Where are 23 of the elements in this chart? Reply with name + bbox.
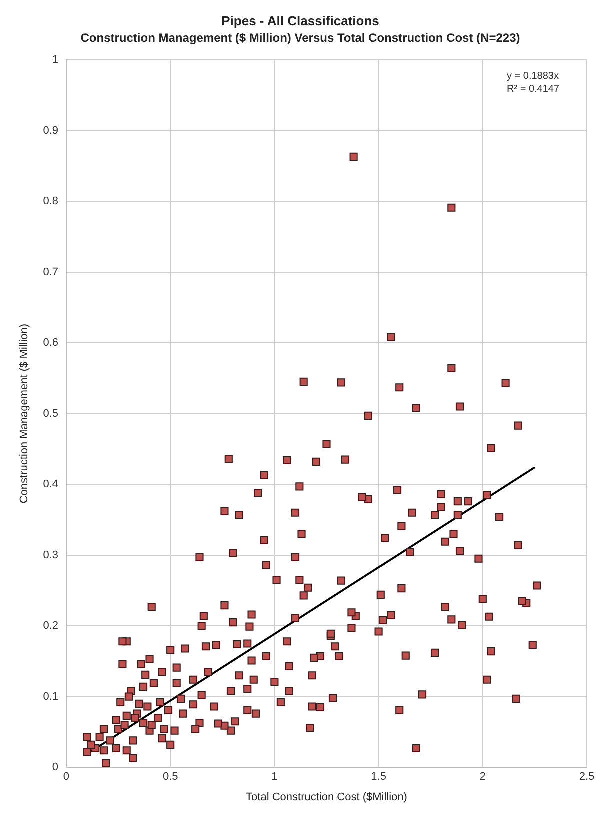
annotation: y = 0.1883x	[507, 70, 559, 82]
y-tick-label: 0.1	[43, 690, 58, 703]
y-tick-label: 0.6	[43, 337, 58, 350]
y-tick-label: 0.2	[43, 620, 58, 632]
y-axis-title: Construction Management ($ Million)	[18, 324, 31, 504]
y-tick-label: 0	[52, 762, 58, 774]
x-tick-label: 1.5	[371, 771, 386, 784]
x-tick-label: 1	[272, 771, 278, 784]
x-tick-label: 2	[480, 771, 486, 784]
y-tick-label: 0.5	[43, 408, 58, 420]
chart-title: Pipes - All Classifications	[222, 13, 380, 28]
annotation: R² = 0.4147	[507, 84, 560, 95]
y-tick-label: 1	[52, 54, 58, 66]
x-tick-label: 0.5	[162, 771, 178, 784]
x-axis-title: Total Construction Cost ($Million)	[246, 791, 408, 804]
y-tick-label: 0.3	[43, 549, 58, 562]
x-tick-label: 0	[63, 771, 70, 784]
chart-subtitle: Construction Management ($ Million) Versus Total Construction Cost (N=223)	[80, 31, 520, 46]
x-tick-label: 2.5	[579, 771, 595, 784]
y-tick-label: 0.8	[43, 196, 58, 208]
y-tick-label: 0.4	[43, 478, 58, 491]
y-tick-label: 0.7	[43, 266, 58, 278]
y-tick-label: 0.9	[43, 124, 58, 137]
